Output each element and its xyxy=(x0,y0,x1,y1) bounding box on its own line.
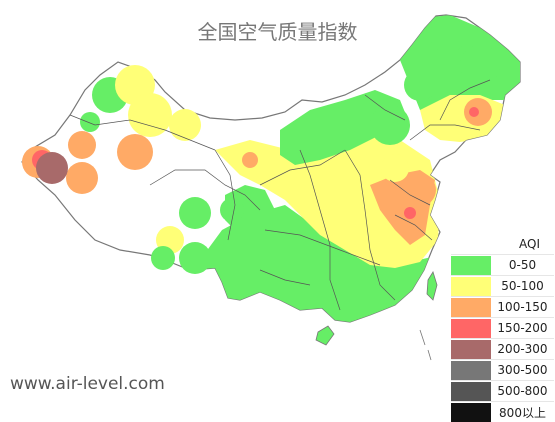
aqi-circle-northeast-1 xyxy=(430,17,466,53)
aqi-circle-west-7 xyxy=(117,134,153,170)
aqi-circle-west-5 xyxy=(80,112,100,132)
legend-swatch xyxy=(451,402,491,422)
aqi-circle-west-6 xyxy=(68,131,96,159)
aqi-circle-west-4 xyxy=(169,109,201,141)
china-aqi-map xyxy=(21,14,521,361)
legend-label: 300-500 xyxy=(497,363,548,377)
legend-row: 150-200 xyxy=(451,317,554,338)
legend-label: 800以上 xyxy=(499,405,546,420)
aqi-circle-xining-green xyxy=(220,198,244,222)
legend-row: 500-800 xyxy=(451,380,554,401)
legend-label: 150-200 xyxy=(497,321,548,335)
legend-row: 800以上 xyxy=(451,401,554,422)
legend-swatch xyxy=(451,297,491,317)
legend-row: 0-50 xyxy=(451,254,554,275)
legend-label: 50-100 xyxy=(501,279,544,293)
legend-row: 200-300 xyxy=(451,338,554,359)
aqi-circle-west-11 xyxy=(179,242,211,274)
aqi-circle-north-green xyxy=(370,105,410,145)
legend-swatch xyxy=(451,381,491,401)
aqi-legend: AQI 0-50 50-100 100-150 150-200 200-300 300-5… xyxy=(451,234,554,422)
aqi-circle-northeast-3 xyxy=(404,69,436,101)
aqi-region-north-green xyxy=(280,90,410,165)
legend-swatch xyxy=(451,339,491,359)
aqi-circle-harbin-core xyxy=(469,107,479,117)
hainan-island xyxy=(315,325,335,346)
aqi-circle-northeast-2 xyxy=(460,45,500,85)
legend-title: AQI xyxy=(519,237,540,251)
aqi-circle-kashgar-brown xyxy=(36,152,68,184)
legend-swatch xyxy=(451,276,491,296)
aqi-circle-tibet-green xyxy=(230,258,250,278)
taiwan-island xyxy=(426,271,438,301)
legend-label: 100-150 xyxy=(497,300,548,314)
legend-swatch xyxy=(451,318,491,338)
south-sea-islands xyxy=(419,329,432,361)
aqi-circle-west-9 xyxy=(179,197,211,229)
aqi-circle-west-12 xyxy=(151,246,175,270)
aqi-circle-jinan xyxy=(404,174,436,206)
map-title: 全国空气质量指数 xyxy=(197,20,358,44)
legend-label: 0-50 xyxy=(508,258,537,272)
legend-row: 50-100 xyxy=(451,275,554,296)
aqi-circle-beijing xyxy=(381,154,409,182)
legend-label: 500-800 xyxy=(497,384,548,398)
province-boundaries xyxy=(69,79,491,311)
aqi-circle-west-3 xyxy=(128,93,172,137)
aqi-region-west-green xyxy=(225,185,275,235)
legend-row: 100-150 xyxy=(451,296,554,317)
site-watermark: www.air-level.com xyxy=(10,374,165,394)
legend-label: 200-300 xyxy=(497,342,548,356)
aqi-colored-regions xyxy=(200,15,520,322)
aqi-circle-xuzhou xyxy=(404,207,416,219)
legend-swatch xyxy=(451,255,491,275)
legend-row: 300-500 xyxy=(451,359,554,380)
legend-swatch xyxy=(451,360,491,380)
aqi-circle-west-8 xyxy=(66,162,98,194)
aqi-circle-lanzhou xyxy=(242,152,258,168)
